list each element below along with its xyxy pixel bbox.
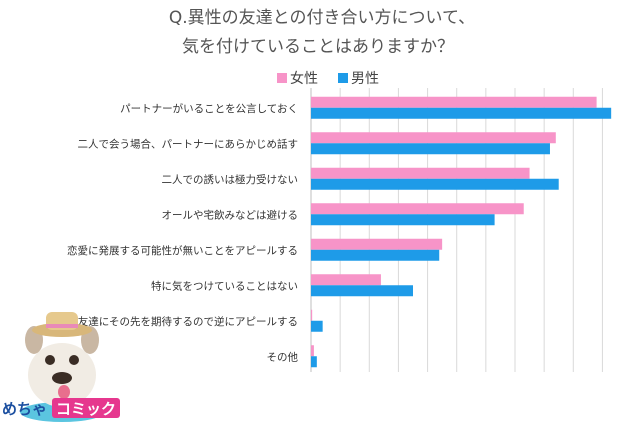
bar-female xyxy=(311,274,381,286)
bar-male xyxy=(311,249,440,261)
legend-swatch-male xyxy=(338,73,348,83)
logo-text-right: コミック xyxy=(56,400,116,418)
bar-male xyxy=(311,143,550,155)
bar-female xyxy=(311,238,443,250)
bar-male xyxy=(311,107,612,119)
chart-title-line-1: Q.異性の友達との付き合い方について、 xyxy=(169,8,475,28)
logo-text-left: めちゃ xyxy=(2,400,47,418)
category-label: 恋愛に発展する可能性が無いことをアピールする xyxy=(67,244,298,257)
category-labels: パートナーがいることを公言しておく二人で会う場合、パートナーにあらかじめ話す二人… xyxy=(46,102,298,364)
legend-label-female: 女性 xyxy=(290,70,318,87)
legend: 女性 男性 xyxy=(277,70,379,87)
bar-male xyxy=(311,178,559,190)
grid xyxy=(310,88,603,372)
category-label: 特に気をつけていることはない xyxy=(151,279,298,292)
chart-title-line-2: 気を付けていることはありますか？ xyxy=(182,37,454,57)
bar-female xyxy=(311,96,597,108)
category-label: その他 xyxy=(267,350,299,363)
bar-female xyxy=(311,167,530,179)
bar-male xyxy=(311,320,323,332)
category-label: パートナーがいることを公言しておく xyxy=(120,102,298,115)
category-label: 二人での誘いは極力受けない xyxy=(162,173,299,186)
bar-male xyxy=(311,285,413,297)
logo-box xyxy=(52,398,120,418)
bar-female xyxy=(311,309,313,321)
category-label: 異性の友達にその先を期待するので逆にアピールする xyxy=(46,315,298,328)
bar-male xyxy=(311,214,495,226)
legend-swatch-female xyxy=(277,73,287,83)
category-label: オールや宅飲みなどは避ける xyxy=(162,208,299,221)
bar-female xyxy=(311,203,524,215)
bar-female xyxy=(311,345,314,357)
bar-female xyxy=(311,132,556,144)
category-label: 二人で会う場合、パートナーにあらかじめ話す xyxy=(78,137,299,150)
legend-label-male: 男性 xyxy=(351,71,379,87)
logo: めちゃ コミック xyxy=(2,398,120,418)
bar-male xyxy=(311,356,317,368)
bars xyxy=(311,96,612,368)
